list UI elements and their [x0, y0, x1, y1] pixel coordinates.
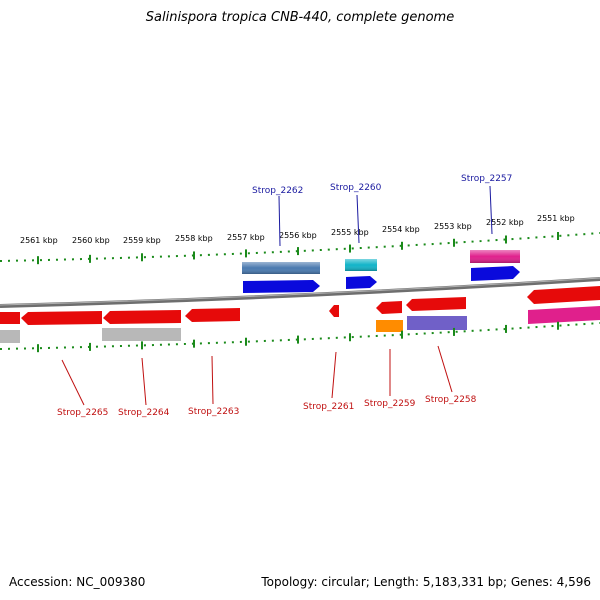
- scale-labels: 2561 kbp 2560 kbp 2559 kbp 2558 kbp 2557…: [20, 214, 575, 245]
- scale-label: 2558 kbp: [175, 234, 213, 243]
- gene-gray-edge[interactable]: [0, 330, 20, 343]
- genome-summary-text: Topology: circular; Length: 5,183,331 bp…: [261, 575, 591, 589]
- reverse-strand-genes: [0, 286, 600, 343]
- scale-label: 2560 kbp: [72, 236, 110, 245]
- leader-line: [141, 357, 147, 406]
- leader-line: [278, 195, 281, 247]
- leader-line: [331, 351, 337, 399]
- gene-purple[interactable]: [407, 316, 467, 330]
- leader-line: [489, 185, 493, 235]
- gene-label-strop-2257[interactable]: Strop_2257: [461, 174, 512, 184]
- gene-strop-2265[interactable]: [21, 311, 102, 325]
- gene-label-strop-2262[interactable]: Strop_2262: [252, 186, 303, 196]
- gene-label-strop-2264[interactable]: Strop_2264: [118, 408, 170, 418]
- gene-magenta-shade: [470, 250, 520, 263]
- gene-label-strop-2259[interactable]: Strop_2259: [364, 399, 416, 409]
- forward-strand-genes: [242, 250, 520, 293]
- gene-red-edge[interactable]: [0, 312, 20, 324]
- lower-major-ticks: [37, 321, 559, 353]
- gene-red-right[interactable]: [527, 286, 600, 304]
- scale-label: 2559 kbp: [123, 236, 161, 245]
- gene-strop-2261[interactable]: [329, 305, 339, 317]
- scale-label: 2551 kbp: [537, 214, 575, 223]
- page-title: Salinispora tropica CNB-440, complete ge…: [145, 10, 455, 25]
- gene-orange[interactable]: [376, 320, 403, 332]
- gene-strop-2259[interactable]: [376, 301, 402, 314]
- gene-strop-2262[interactable]: [243, 280, 320, 293]
- leader-line: [61, 359, 85, 406]
- gene-label-strop-2265[interactable]: Strop_2265: [57, 408, 108, 418]
- gene-label-strop-2258[interactable]: Strop_2258: [425, 395, 477, 405]
- scale-label: 2554 kbp: [382, 225, 420, 234]
- gene-label-strop-2263[interactable]: Strop_2263: [188, 407, 239, 417]
- gene-strop-2263[interactable]: [185, 308, 240, 322]
- upper-major-ticks: [37, 232, 559, 265]
- scale-label: 2556 kbp: [279, 231, 317, 240]
- forward-gene-labels: Strop_2262 Strop_2260 Strop_2257: [252, 174, 512, 247]
- scale-label: 2553 kbp: [434, 222, 472, 231]
- gene-strop-2258[interactable]: [406, 297, 466, 311]
- leader-line: [211, 355, 214, 405]
- scale-label: 2557 kbp: [227, 233, 265, 242]
- gene-steelblue-shade: [242, 262, 320, 274]
- gene-cyan-shade: [345, 259, 377, 271]
- scale-label: 2561 kbp: [20, 236, 58, 245]
- gene-strop-2257[interactable]: [471, 266, 520, 281]
- gene-strop-2264[interactable]: [103, 310, 181, 324]
- gene-strop-2260[interactable]: [346, 276, 377, 289]
- genome-backbone-highlight: [0, 277, 600, 306]
- genome-backbone: [0, 277, 600, 308]
- gene-magenta-right[interactable]: [528, 306, 600, 324]
- gene-label-strop-2261[interactable]: Strop_2261: [303, 402, 354, 412]
- leader-line: [356, 194, 360, 244]
- scale-label: 2552 kbp: [486, 218, 524, 227]
- reverse-gene-labels: Strop_2265 Strop_2264 Strop_2263 Strop_2…: [57, 345, 477, 418]
- gene-label-strop-2260[interactable]: Strop_2260: [330, 183, 382, 193]
- gene-gray[interactable]: [102, 328, 181, 341]
- leader-line: [437, 345, 453, 393]
- accession-text: Accession: NC_009380: [9, 575, 146, 589]
- scale-label: 2555 kbp: [331, 228, 369, 237]
